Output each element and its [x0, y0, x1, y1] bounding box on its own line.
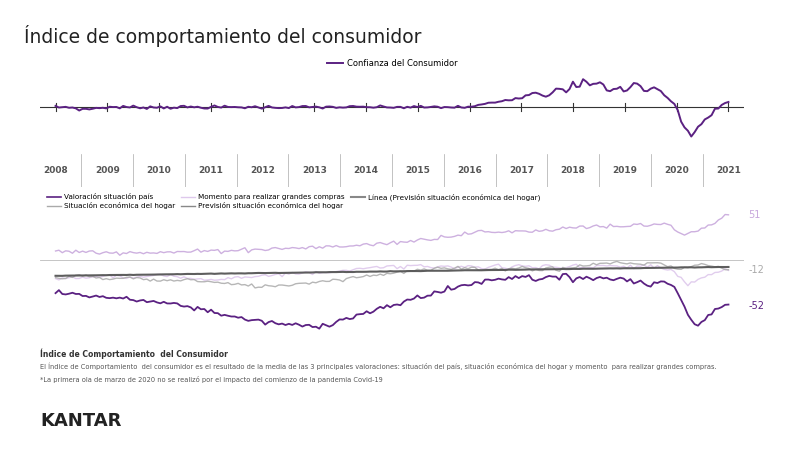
Text: 2017: 2017 [509, 166, 534, 175]
Text: 2020: 2020 [664, 166, 689, 175]
Legend: Confianza del Consumidor: Confianza del Consumidor [323, 56, 461, 71]
Text: 2008: 2008 [43, 166, 68, 175]
Text: Índice de Comportamiento  del Consumidor: Índice de Comportamiento del Consumidor [40, 349, 228, 359]
Text: 2010: 2010 [146, 166, 171, 175]
Text: El Índice de Comportamiento  del consumidor es el resultado de la media de las 3: El Índice de Comportamiento del consumid… [40, 362, 717, 370]
Legend: Valoración situación país, Situación económica del hogar, Momento para realizar : Valoración situación país, Situación eco… [44, 190, 543, 212]
Text: 2015: 2015 [406, 166, 430, 175]
Text: KANTAR: KANTAR [40, 412, 122, 430]
Text: Índice de comportamiento del consumidor: Índice de comportamiento del consumidor [24, 25, 422, 47]
Text: 2011: 2011 [198, 166, 223, 175]
Text: -52: -52 [748, 301, 764, 311]
Text: *La primera ola de marzo de 2020 no se realizó por el impacto del comienzo de la: *La primera ola de marzo de 2020 no se r… [40, 376, 382, 383]
Text: 2009: 2009 [95, 166, 120, 175]
Text: 2013: 2013 [302, 166, 326, 175]
Text: 2014: 2014 [354, 166, 378, 175]
Text: 2018: 2018 [561, 166, 586, 175]
Text: 2019: 2019 [613, 166, 638, 175]
Text: 2016: 2016 [458, 166, 482, 175]
Text: -12: -12 [748, 266, 764, 275]
Text: 51: 51 [748, 210, 761, 220]
Text: 2012: 2012 [250, 166, 275, 175]
Text: 2021: 2021 [716, 166, 741, 175]
